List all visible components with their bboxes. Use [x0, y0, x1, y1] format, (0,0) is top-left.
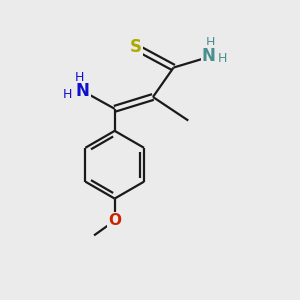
Text: H: H [75, 71, 84, 84]
Text: N: N [75, 82, 89, 100]
Text: O: O [108, 213, 121, 228]
Text: H: H [218, 52, 227, 65]
Text: N: N [202, 47, 216, 65]
Text: S: S [129, 38, 141, 56]
Text: H: H [206, 36, 215, 49]
Text: H: H [63, 88, 72, 100]
